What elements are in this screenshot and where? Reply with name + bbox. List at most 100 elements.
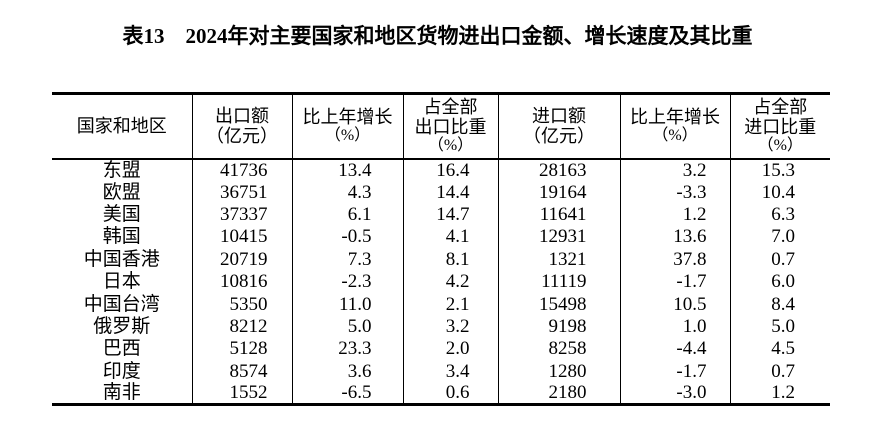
column-header-import_growth: 比上年增长 （%）	[619, 93, 730, 160]
cell-export_growth: 5.0	[291, 315, 403, 338]
table-row: 韩国 10415 -0.5 4.1 12931 13.6 7.0	[52, 225, 830, 249]
header-line: 比上年增长	[630, 107, 720, 128]
header-line: （亿元）	[206, 126, 278, 147]
cell-export_amount: 37337	[191, 203, 292, 226]
cell-import_share: 8.4	[729, 292, 830, 316]
cell-export_share: 0.6	[402, 382, 498, 405]
cell-region: 东盟	[102, 159, 141, 181]
cell-import_share: 6.0	[729, 270, 830, 293]
cell-import_amount: 8258	[497, 337, 620, 361]
cell-export_growth: 3.6	[291, 360, 403, 383]
cell-export_amount: 8212	[191, 315, 292, 338]
cell-import_amount: 12931	[497, 225, 620, 249]
cell-region: 美国	[102, 203, 141, 225]
cell-export_growth: 11.0	[291, 292, 403, 316]
cell-export_amount: 20719	[191, 248, 292, 271]
table-row: 南非 1552 -6.5 0.6 2180 -3.0 1.2	[52, 382, 830, 405]
header-line: （亿元）	[523, 126, 595, 147]
cell-region: 俄罗斯	[93, 315, 151, 337]
column-header-import_amount: 进口额 （亿元）	[497, 93, 620, 160]
page-title: 表13 2024年对主要国家和地区货物进出口金额、增长速度及其比重	[122, 24, 753, 48]
cell-export_share: 4.2	[402, 270, 498, 293]
header-line: 国家和地区	[76, 116, 167, 137]
cell-import_amount: 11119	[497, 270, 620, 293]
cell-import_growth: 3.2	[619, 158, 730, 181]
cell-import_amount: 9198	[497, 315, 620, 338]
cell-import_growth: 13.6	[619, 225, 730, 249]
cell-import_growth: -1.7	[619, 270, 730, 293]
column-header-export_share: 占全部 出口比重 （%）	[402, 93, 498, 160]
table-row: 中国台湾 5350 11.0 2.1 15498 10.5 8.4	[52, 292, 830, 316]
cell-export_amount: 1552	[191, 382, 292, 405]
cell-export_amount: 36751	[191, 180, 292, 204]
cell-export_growth: 6.1	[291, 203, 403, 226]
table-row: 中国香港 20719 7.3 8.1 1321 37.8 0.7	[52, 248, 830, 271]
cell-import_share: 4.5	[729, 337, 830, 361]
table-row: 巴西 5128 23.3 2.0 8258 -4.4 4.5	[52, 337, 830, 361]
header-line: 占全部	[423, 97, 478, 118]
table-row: 东盟 41736 13.4 16.4 28163 3.2 15.3	[52, 158, 830, 181]
cell-import_amount: 15498	[497, 292, 620, 316]
cell-export_share: 3.4	[402, 360, 498, 383]
cell-import_share: 10.4	[729, 180, 830, 204]
cell-region: 韩国	[102, 226, 141, 248]
table-row: 俄罗斯 8212 5.0 3.2 9198 1.0 5.0	[52, 315, 830, 338]
header-line: 进口比重	[744, 117, 817, 138]
header-line: （%）	[324, 127, 371, 145]
cell-import_growth: -3.3	[619, 180, 730, 204]
cell-export_growth: -6.5	[291, 382, 403, 405]
header-line: （%）	[757, 137, 803, 155]
cell-import_share: 15.3	[729, 158, 830, 181]
column-header-region: 国家和地区	[52, 93, 192, 160]
cell-import_share: 0.7	[729, 360, 830, 383]
cell-region: 中国香港	[83, 248, 160, 270]
table-row: 印度 8574 3.6 3.4 1280 -1.7 0.7	[52, 360, 830, 383]
cell-region: 中国台湾	[83, 293, 160, 315]
cell-import_share: 5.0	[729, 315, 830, 338]
table-body: 东盟 41736 13.4 16.4 28163 3.2 15.3 欧盟 36751 4.3 14.…	[52, 158, 830, 405]
cell-export_growth: 7.3	[291, 248, 403, 271]
cell-import_amount: 1321	[497, 248, 620, 271]
cell-import_share: 6.3	[729, 203, 830, 226]
cell-import_growth: 1.2	[619, 203, 730, 226]
cell-export_amount: 10415	[191, 225, 292, 249]
cell-export_share: 4.1	[402, 225, 498, 249]
column-header-export_growth: 比上年增长 （%）	[291, 93, 403, 160]
cell-import_growth: -1.7	[619, 360, 730, 383]
cell-export_amount: 10816	[191, 270, 292, 293]
cell-export_share: 3.2	[402, 315, 498, 338]
cell-region: 印度	[102, 360, 141, 382]
cell-export_amount: 5350	[191, 292, 292, 316]
cell-import_amount: 11641	[497, 203, 620, 226]
cell-export_growth: -0.5	[291, 225, 403, 249]
cell-import_amount: 19164	[497, 180, 620, 204]
cell-import_growth: 1.0	[619, 315, 730, 338]
cell-import_share: 1.2	[729, 382, 830, 405]
trade-table: 国家和地区 出口额 （亿元） 比上年增长 （%） 占全部 出口比重 （%） 进口额 （亿元） 比上年…	[52, 92, 830, 407]
table-header-row: 国家和地区 出口额 （亿元） 比上年增长 （%） 占全部 出口比重 （%） 进口额 （亿元） 比上年…	[52, 93, 830, 160]
cell-export_share: 8.1	[402, 248, 498, 271]
cell-import_amount: 2180	[497, 382, 620, 405]
cell-export_share: 14.7	[402, 203, 498, 226]
cell-import_share: 0.7	[729, 248, 830, 271]
cell-export_growth: 4.3	[291, 180, 403, 204]
header-line: 进口额	[532, 106, 586, 127]
cell-export_growth: 23.3	[291, 337, 403, 361]
header-line: 比上年增长	[302, 107, 393, 128]
cell-import_growth: 37.8	[619, 248, 730, 271]
cell-export_share: 2.0	[402, 337, 498, 361]
header-line: 出口额	[215, 106, 269, 127]
cell-region: 欧盟	[102, 181, 141, 203]
table-row: 美国 37337 6.1 14.7 11641 1.2 6.3	[52, 203, 830, 226]
column-header-export_amount: 出口额 （亿元）	[191, 93, 292, 160]
cell-import_growth: -3.0	[619, 382, 730, 405]
cell-import_amount: 28163	[497, 158, 620, 181]
cell-export_share: 2.1	[402, 292, 498, 316]
cell-region: 日本	[102, 271, 141, 293]
cell-export_amount: 5128	[191, 337, 292, 361]
cell-export_amount: 8574	[191, 360, 292, 383]
column-header-import_share: 占全部 进口比重 （%）	[729, 93, 830, 160]
cell-export_share: 14.4	[402, 180, 498, 204]
cell-import_amount: 1280	[497, 360, 620, 383]
